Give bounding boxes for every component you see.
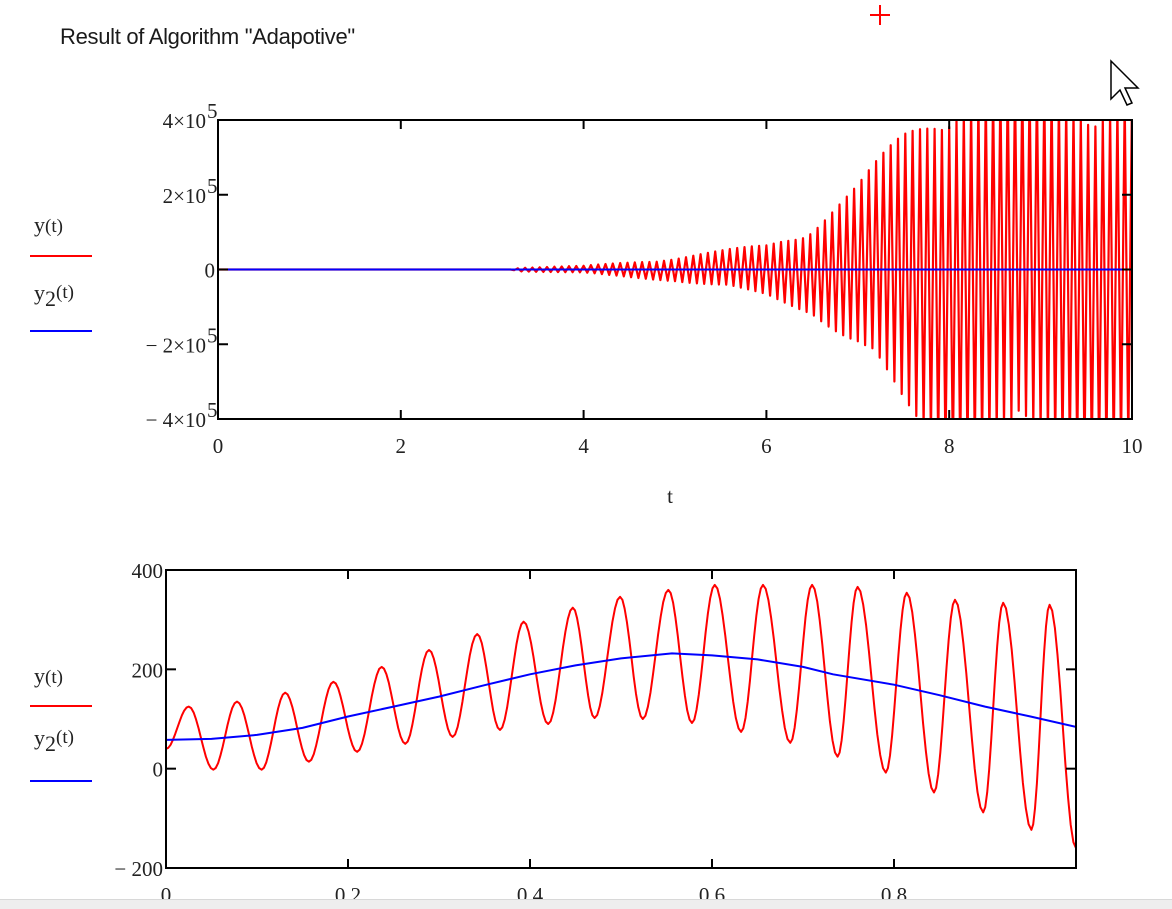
y-tick-label: 0 bbox=[153, 758, 164, 782]
mouse-pointer-icon bbox=[1110, 59, 1140, 106]
y-tick-label: 400 bbox=[132, 559, 164, 583]
y-tick-mantissa: − 2×10 bbox=[146, 333, 206, 357]
page-title: Result of Algorithm "Adapotive" bbox=[60, 24, 355, 49]
legend-base: y bbox=[34, 725, 45, 750]
y-tick-mantissa: 4×10 bbox=[163, 109, 206, 133]
legend-label[interactable]: y(t) bbox=[34, 212, 63, 237]
x-tick-label: 0 bbox=[213, 434, 224, 458]
y-tick-mantissa: 0 bbox=[153, 758, 164, 782]
x-tick-label: 8 bbox=[944, 434, 955, 458]
y-tick-mantissa: − 4×10 bbox=[146, 408, 206, 432]
legend-subscript: 2 bbox=[45, 286, 56, 311]
legend-base: y bbox=[34, 663, 45, 688]
legend-arg: (t) bbox=[45, 216, 63, 237]
legend-arg: (t) bbox=[56, 282, 74, 303]
horizontal-scrollbar[interactable] bbox=[0, 899, 1172, 909]
legend-item-y[interactable]: y(t) bbox=[30, 663, 92, 707]
y-tick-label: − 2×10 bbox=[146, 333, 206, 357]
legend-arg: (t) bbox=[56, 727, 74, 748]
y-tick-label: − 4×10 bbox=[146, 408, 206, 432]
y-tick-label: 0 bbox=[205, 259, 216, 283]
legend-subscript: 2 bbox=[45, 731, 56, 756]
legend-label[interactable]: y2(t) bbox=[34, 280, 74, 311]
y-tick-label: − 200 bbox=[114, 857, 163, 881]
y-tick-mantissa: 200 bbox=[132, 658, 164, 682]
x-axis-label: t bbox=[667, 484, 673, 508]
y-tick-label: 2×10 bbox=[163, 184, 206, 208]
y-tick-exponent: 5 bbox=[207, 323, 218, 347]
legend-base: y bbox=[34, 280, 45, 305]
series-y2-line bbox=[166, 652, 1076, 741]
legend-label[interactable]: y(t) bbox=[34, 663, 63, 688]
legend-label[interactable]: y2(t) bbox=[34, 725, 74, 756]
y-tick-mantissa: 0 bbox=[205, 259, 216, 283]
y-tick-mantissa: 2×10 bbox=[163, 184, 206, 208]
x-tick-label: 10 bbox=[1122, 434, 1143, 458]
x-tick-label: 2 bbox=[396, 434, 407, 458]
chart-1: 0 2 4 6 8 104×10 52×10 50− 2×10 5− 4×10 5ty(t)y2(… bbox=[30, 99, 1143, 508]
legend-base: y bbox=[34, 212, 45, 237]
plot-frame bbox=[165, 569, 1077, 869]
legend-item-y2[interactable]: y2(t) bbox=[30, 280, 92, 332]
y-tick-mantissa: − 200 bbox=[114, 857, 163, 881]
legend-item-y[interactable]: y(t) bbox=[30, 212, 92, 257]
plot-area bbox=[218, 120, 1132, 419]
x-tick-label: 6 bbox=[761, 434, 772, 458]
y-tick-label: 4×10 bbox=[163, 109, 206, 133]
x-tick-label: 4 bbox=[578, 434, 589, 458]
x-tick-label: 0 bbox=[161, 883, 172, 907]
legend-arg: (t) bbox=[45, 667, 63, 688]
series-y-line bbox=[166, 583, 1076, 849]
y-tick-label: 200 bbox=[132, 658, 164, 682]
y-tick-mantissa: 400 bbox=[132, 559, 164, 583]
y-tick-exponent: 5 bbox=[207, 174, 218, 198]
y-tick-exponent: 5 bbox=[207, 398, 218, 422]
y-tick-exponent: 5 bbox=[207, 99, 218, 123]
legend-item-y2[interactable]: y2(t) bbox=[30, 725, 92, 782]
plot-area bbox=[166, 583, 1076, 849]
